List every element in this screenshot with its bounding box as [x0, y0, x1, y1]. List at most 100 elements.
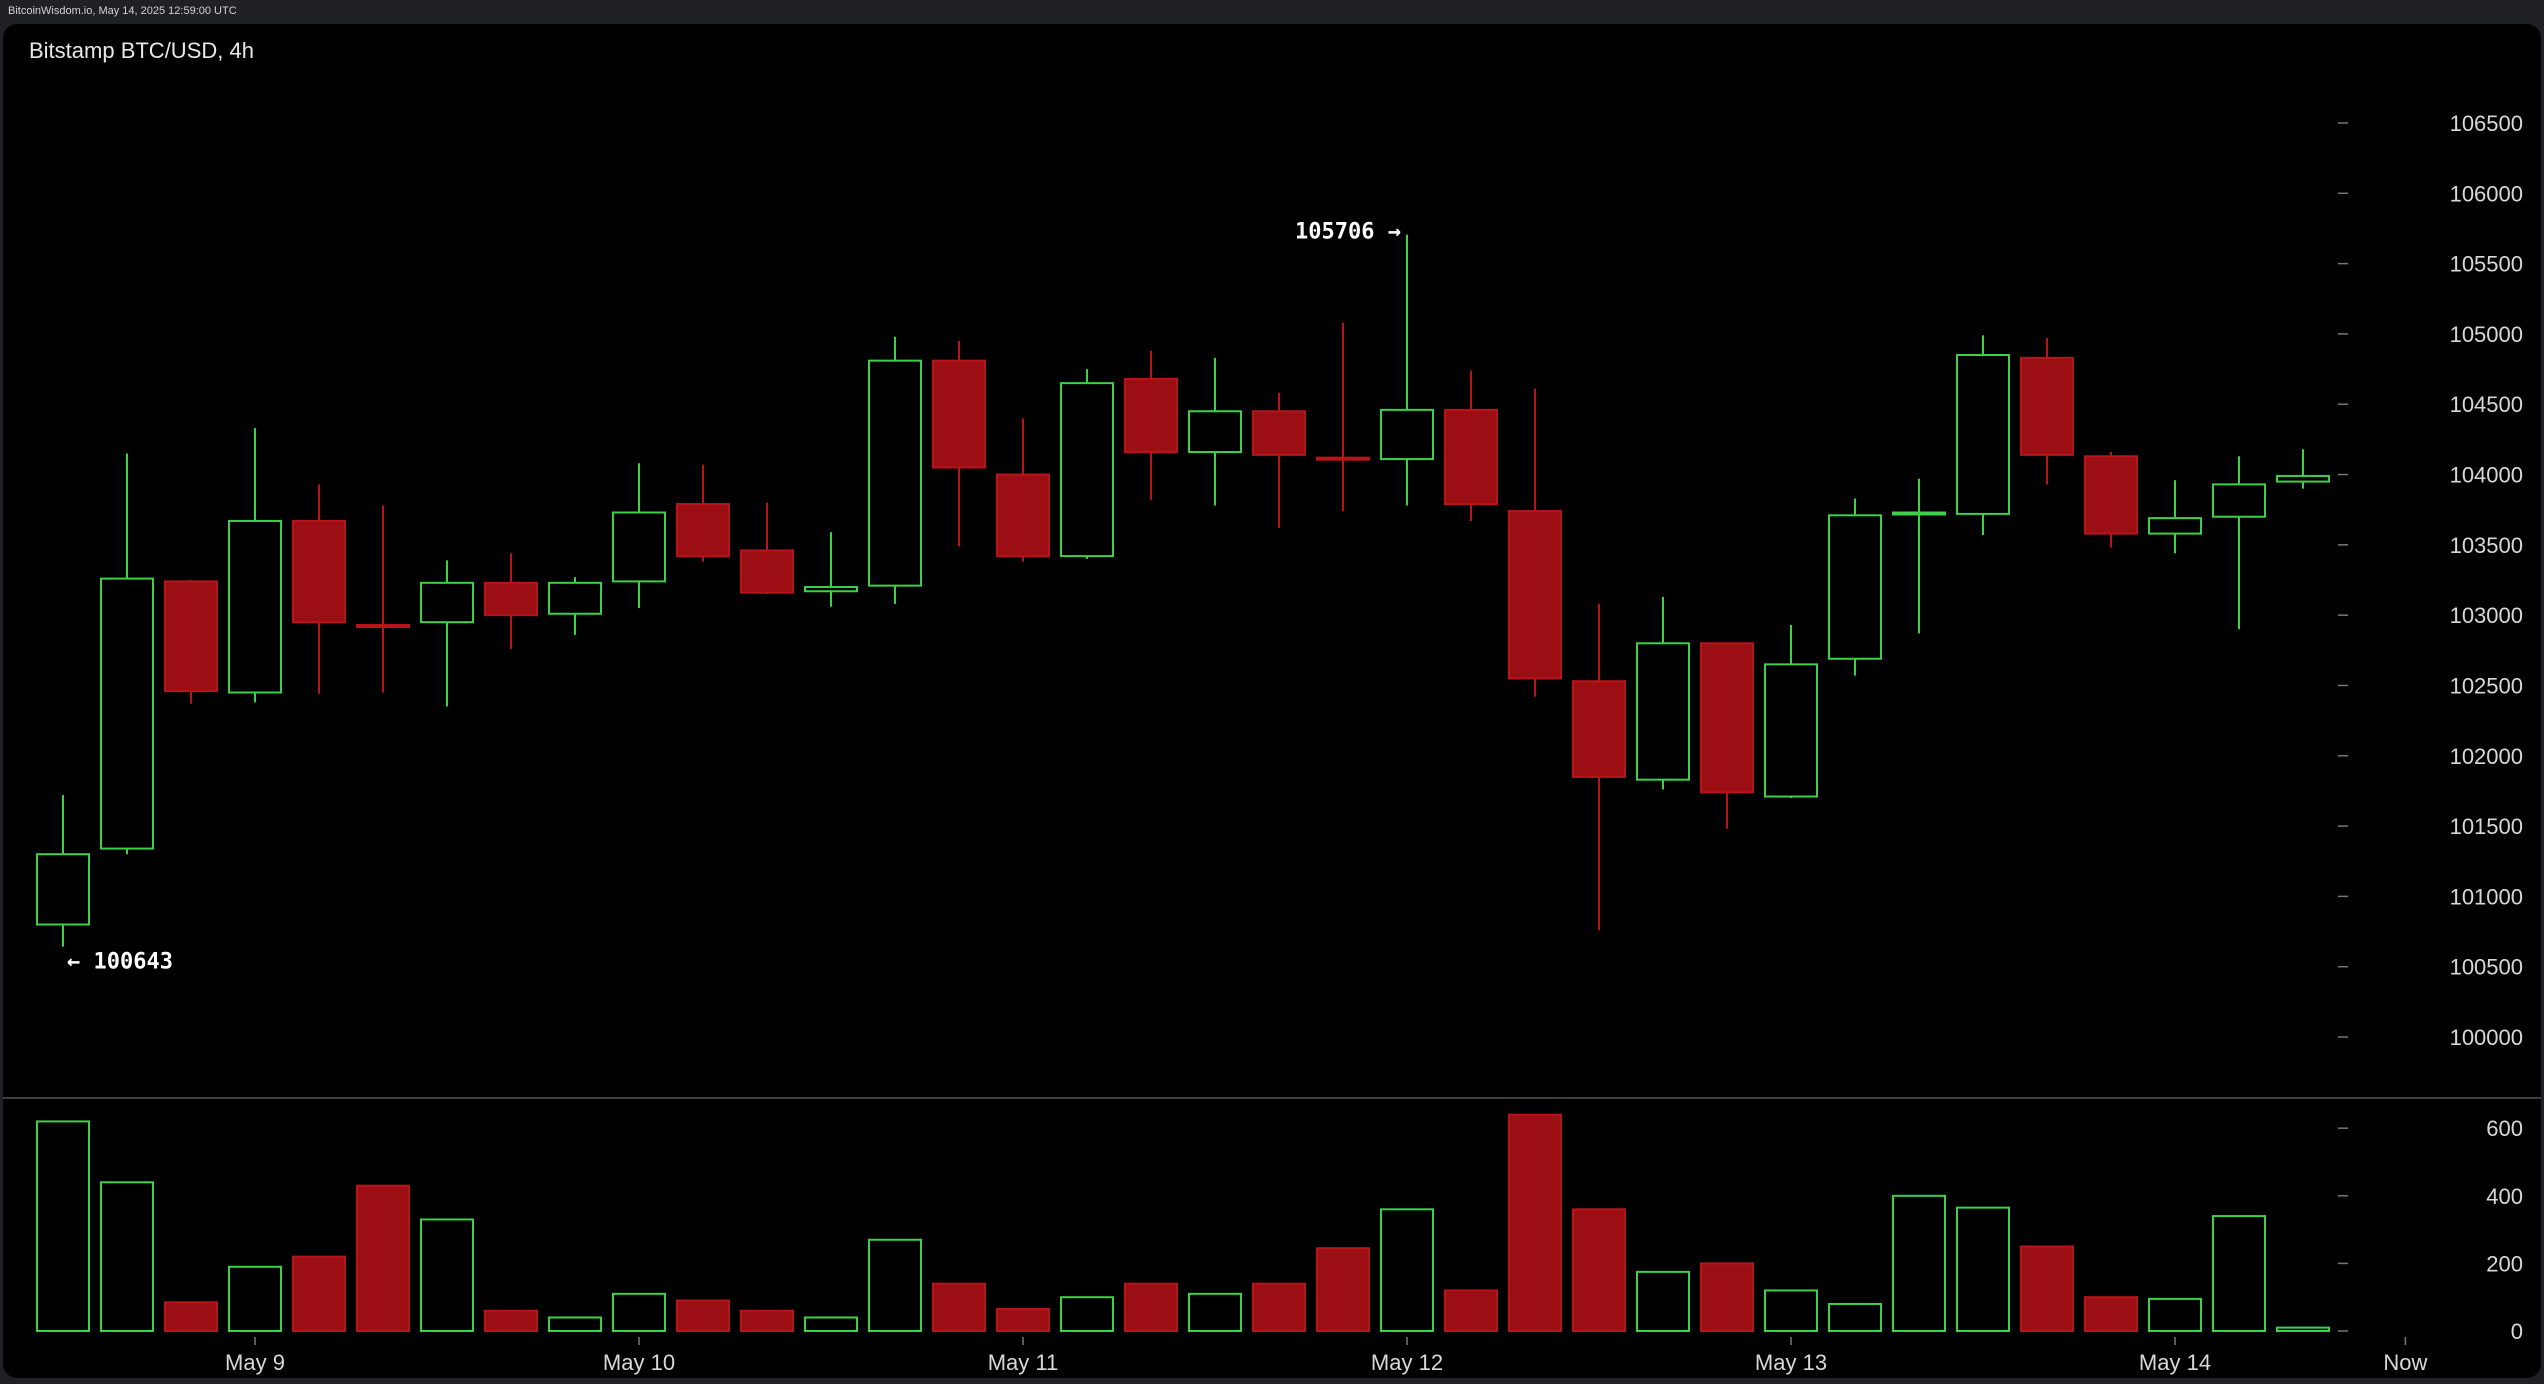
candle-body — [2020, 356, 2074, 456]
volume-bar — [932, 1282, 986, 1333]
volume-bar — [1508, 1113, 1562, 1333]
candle-body — [932, 359, 986, 469]
chart-panel: Bitstamp BTC/USD, 4h 100000 100500 101000 1… — [3, 24, 2541, 1378]
volume-bar — [1380, 1208, 1434, 1332]
volume-bar — [1188, 1292, 1242, 1332]
volume-bar — [1764, 1289, 1818, 1332]
volume-tick-label: 200 — [2486, 1251, 2523, 1276]
candle-body — [1316, 456, 1370, 461]
volume-bar — [612, 1292, 666, 1332]
candle-body — [2148, 517, 2202, 535]
candle-body — [676, 503, 730, 558]
candle-body — [292, 519, 346, 624]
volume-bar — [292, 1255, 346, 1333]
price-tick-label: 103000 — [2450, 603, 2523, 628]
candle-body — [1380, 408, 1434, 461]
price-tick-label: 106000 — [2450, 181, 2523, 206]
volume-bar — [164, 1301, 218, 1333]
volume-bar — [996, 1308, 1050, 1333]
x-tick-label: May 13 — [1755, 1350, 1827, 1375]
chart-title: Bitstamp BTC/USD, 4h — [29, 38, 254, 63]
candle-body — [612, 511, 666, 583]
candle-body — [1508, 510, 1562, 680]
candle-body — [420, 581, 474, 624]
volume-bar — [676, 1299, 730, 1332]
volume-bar — [2020, 1245, 2074, 1332]
volume-bar — [484, 1309, 538, 1332]
volume-bar — [1316, 1247, 1370, 1332]
x-tick-label: May 9 — [225, 1350, 285, 1375]
price-tick-label: 105500 — [2450, 252, 2523, 277]
price-tick-label: 102500 — [2450, 673, 2523, 698]
x-tick-label: May 10 — [603, 1350, 675, 1375]
volume-bar — [1956, 1206, 2010, 1333]
volume-bar — [420, 1218, 474, 1332]
candle-body — [1444, 408, 1498, 506]
price-tick-label: 105000 — [2450, 322, 2523, 347]
volume-bar — [1572, 1208, 1626, 1332]
candle-body — [1060, 382, 1114, 558]
volume-bar — [804, 1316, 858, 1332]
candle-body — [1636, 642, 1690, 781]
top-bar: BitcoinWisdom.io, May 14, 2025 12:59:00 … — [0, 0, 2544, 24]
source-timestamp: BitcoinWisdom.io, May 14, 2025 12:59:00 … — [8, 5, 237, 17]
candle-body — [356, 623, 410, 628]
volume-bar — [1124, 1282, 1178, 1333]
volume-tick-label: 600 — [2486, 1116, 2523, 1141]
high-annotation: 105706 → — [1295, 220, 1401, 245]
candle-body — [1124, 377, 1178, 454]
candlestick-chart[interactable]: 100000 100500 101000 101500 102000 102500 1030… — [3, 24, 2541, 1378]
volume-bar — [2212, 1215, 2266, 1332]
candle-body — [228, 519, 282, 694]
candle-body — [1956, 354, 2010, 515]
price-tick-label: 104000 — [2450, 463, 2523, 488]
candle-body — [36, 853, 90, 926]
volume-bar — [740, 1309, 794, 1332]
volume-bar — [356, 1184, 410, 1333]
volume-bar — [2148, 1297, 2202, 1333]
candle-body — [548, 581, 602, 615]
candle-body — [2084, 455, 2138, 535]
candle-body — [2212, 483, 2266, 518]
x-tick-label: Now — [2383, 1350, 2427, 1375]
price-tick-label: 106500 — [2450, 111, 2523, 136]
volume-bar — [868, 1238, 922, 1332]
candle-body — [1764, 663, 1818, 798]
volume-bar — [2084, 1296, 2138, 1332]
volume-bar — [1636, 1270, 1690, 1332]
volume-bar — [228, 1265, 282, 1333]
candle-body — [740, 549, 794, 594]
x-tick-label: May 11 — [988, 1350, 1059, 1375]
candle-body — [804, 586, 858, 593]
candle-body — [1828, 514, 1882, 660]
candle-body — [1572, 680, 1626, 778]
candle-body — [1892, 511, 1946, 516]
volume-bar — [1060, 1296, 1114, 1332]
price-tick-label: 103500 — [2450, 533, 2523, 558]
candle-body — [1252, 410, 1306, 456]
price-tick-label: 102000 — [2450, 744, 2523, 769]
candle-body — [996, 473, 1050, 558]
volume-tick-label: 0 — [2511, 1319, 2523, 1344]
volume-bar — [548, 1316, 602, 1332]
candle-body — [1700, 642, 1754, 794]
price-tick-label: 100500 — [2450, 955, 2523, 980]
volume-bar — [1828, 1302, 1882, 1332]
price-tick-label: 101500 — [2450, 814, 2523, 839]
price-tick-label: 100000 — [2450, 1025, 2523, 1050]
volume-tick-label: 400 — [2486, 1184, 2523, 1209]
candle-body — [100, 577, 154, 850]
candle-body — [484, 581, 538, 617]
price-tick-label: 104500 — [2450, 392, 2523, 417]
volume-bar — [1252, 1282, 1306, 1333]
volume-bar — [100, 1181, 154, 1333]
price-tick-label: 101000 — [2450, 884, 2523, 909]
candle-body — [2276, 474, 2330, 483]
low-annotation: ← 100643 — [67, 950, 173, 975]
volume-bar — [1444, 1289, 1498, 1332]
candle-body — [868, 359, 922, 587]
candle-body — [164, 580, 218, 693]
volume-bar — [2276, 1326, 2330, 1332]
x-tick-label: May 12 — [1371, 1350, 1443, 1375]
x-tick-label: May 14 — [2139, 1350, 2211, 1375]
